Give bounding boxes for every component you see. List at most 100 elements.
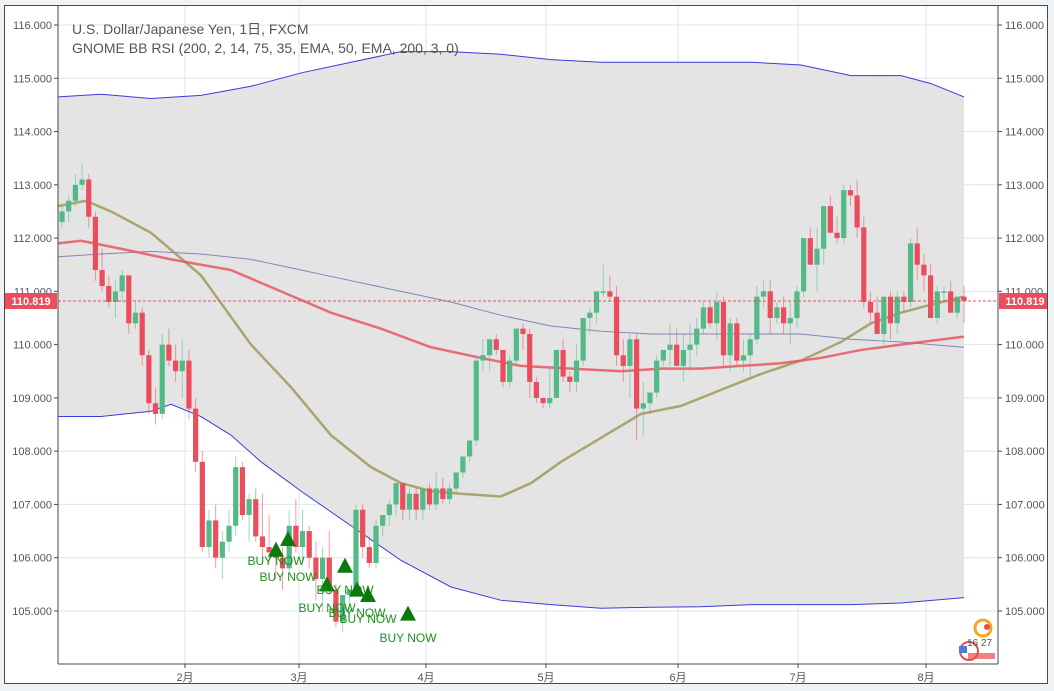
candle <box>513 328 519 366</box>
candle <box>560 339 566 382</box>
candle <box>406 488 413 521</box>
candle <box>961 286 967 324</box>
candle <box>72 174 78 207</box>
candle <box>707 302 713 329</box>
candle <box>607 275 613 303</box>
candle <box>86 174 92 228</box>
x-tick-label: 2月 <box>176 672 193 683</box>
y-tick-label-right: 116.000 <box>1005 20 1044 32</box>
candle <box>881 296 887 345</box>
candle <box>740 339 747 372</box>
buy-signal: BUY NOW <box>339 586 397 626</box>
candle <box>821 206 827 265</box>
candle <box>393 483 399 516</box>
candle <box>433 472 439 510</box>
buy-signal-label: BUY NOW <box>339 612 397 626</box>
candle <box>453 472 459 494</box>
candle <box>493 333 499 356</box>
triangle-up-icon <box>360 586 376 602</box>
candle <box>313 541 319 601</box>
y-tick-label-right: 113.000 <box>1005 180 1044 192</box>
candle <box>540 397 546 409</box>
candle <box>747 333 753 377</box>
candle <box>654 355 660 398</box>
candle <box>306 525 312 569</box>
buy-signal-label: BUY NOW <box>379 631 437 645</box>
candle <box>901 291 907 313</box>
candle <box>767 280 773 334</box>
x-tick-label: 7月 <box>789 672 806 683</box>
triangle-up-icon <box>268 541 284 557</box>
candle <box>166 328 172 366</box>
candle <box>246 493 252 542</box>
y-tick-label-right: 105.000 <box>1005 606 1045 618</box>
candle <box>333 584 339 627</box>
candle <box>299 509 306 564</box>
candle <box>426 483 433 510</box>
buy-signal: BUY NOW <box>298 576 356 615</box>
indicator-title: GNOME BB RSI (200, 2, 14, 75, 35, EMA, 5… <box>72 40 459 56</box>
candle <box>674 328 680 366</box>
y-tick-label-left: 106.000 <box>12 553 52 565</box>
candle <box>159 333 165 420</box>
candle <box>413 488 419 521</box>
candle <box>59 206 65 228</box>
candle <box>79 163 85 191</box>
candle <box>647 392 653 414</box>
triangle-up-icon <box>349 581 365 597</box>
candle <box>714 291 720 340</box>
candle <box>360 504 366 558</box>
triangle-up-icon <box>400 605 416 621</box>
buy-signal: BUY NOW <box>379 605 437 645</box>
y-tick-label-right: 109.000 <box>1005 393 1045 405</box>
candle <box>186 349 192 420</box>
candle <box>734 317 740 366</box>
candle <box>680 333 686 382</box>
candle <box>801 238 807 297</box>
candle <box>834 216 840 244</box>
candle <box>720 296 727 366</box>
candle <box>193 397 199 473</box>
candle <box>226 509 232 553</box>
triangle-up-icon <box>280 531 296 547</box>
candle <box>593 291 600 324</box>
bb-upper-line <box>57 51 965 100</box>
candle <box>319 547 326 611</box>
candle <box>400 483 406 521</box>
candle <box>547 365 553 409</box>
candle <box>867 291 874 324</box>
candle <box>126 275 132 334</box>
candle <box>380 515 386 537</box>
candle <box>420 488 426 521</box>
candle <box>814 227 820 292</box>
candle <box>293 499 299 553</box>
y-tick-label-left: 107.000 <box>12 499 52 511</box>
x-tick-label: 6月 <box>669 672 686 683</box>
candle <box>954 296 960 318</box>
candle <box>921 254 927 292</box>
bollinger-band-fill <box>58 51 964 609</box>
svg-text:110.819: 110.819 <box>1005 296 1044 308</box>
candle <box>694 317 700 356</box>
candle <box>206 509 212 558</box>
candle <box>794 286 800 329</box>
candle <box>774 302 780 324</box>
buy-signal-label: BUY NOW <box>247 554 305 568</box>
y-tick-label-right: 114.000 <box>1005 127 1044 139</box>
svg-text:16 27: 16 27 <box>967 638 992 649</box>
chart-frame: BUY NOW BUY NOW BUY NOW BUY NOW BUY NOW BUY N… <box>4 5 1048 684</box>
candle <box>600 264 606 297</box>
buy-signal: BUY NOW <box>259 531 317 584</box>
x-tick-label: 3月 <box>290 672 307 683</box>
y-tick-label-right: 106.000 <box>1005 553 1045 565</box>
candle <box>573 344 580 393</box>
x-tick-label: 5月 <box>537 672 554 683</box>
y-tick-label-right: 115.000 <box>1005 73 1044 85</box>
candle <box>340 594 346 633</box>
candle <box>353 504 359 595</box>
candle <box>259 493 266 558</box>
candle <box>854 179 860 239</box>
candle <box>139 307 145 366</box>
candle <box>119 270 125 303</box>
